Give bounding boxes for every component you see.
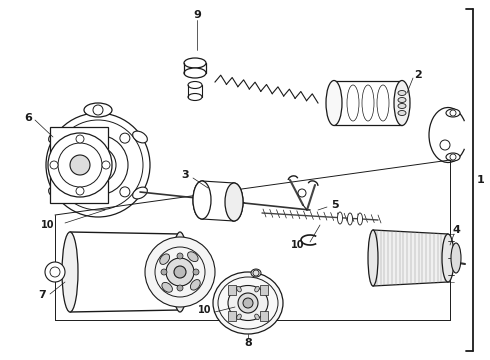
Text: 2: 2 [414, 70, 422, 80]
Ellipse shape [347, 213, 352, 225]
Circle shape [76, 187, 84, 195]
Circle shape [102, 161, 110, 169]
Ellipse shape [255, 314, 259, 320]
Ellipse shape [225, 183, 243, 221]
Ellipse shape [188, 81, 202, 89]
Ellipse shape [49, 187, 63, 199]
Ellipse shape [188, 252, 198, 262]
Circle shape [161, 269, 167, 275]
Ellipse shape [228, 285, 268, 320]
Ellipse shape [184, 58, 206, 68]
Ellipse shape [251, 269, 261, 277]
Ellipse shape [446, 109, 460, 117]
Ellipse shape [368, 230, 378, 286]
Circle shape [46, 113, 150, 217]
Circle shape [70, 155, 90, 175]
Ellipse shape [255, 286, 259, 292]
Circle shape [243, 298, 253, 308]
Circle shape [177, 253, 183, 259]
Polygon shape [202, 181, 234, 221]
Ellipse shape [213, 272, 283, 334]
Ellipse shape [184, 68, 206, 78]
Ellipse shape [225, 183, 243, 221]
Polygon shape [373, 230, 448, 286]
Circle shape [174, 266, 186, 278]
Polygon shape [70, 232, 180, 312]
Ellipse shape [446, 153, 460, 161]
Text: 6: 6 [24, 113, 32, 123]
Ellipse shape [358, 213, 363, 225]
Circle shape [48, 133, 112, 197]
Ellipse shape [84, 103, 112, 117]
Text: 10: 10 [198, 305, 212, 315]
Text: 8: 8 [244, 338, 252, 348]
Polygon shape [50, 127, 108, 203]
Ellipse shape [188, 94, 202, 100]
Text: 7: 7 [38, 290, 46, 300]
Circle shape [450, 154, 456, 160]
Ellipse shape [398, 111, 406, 116]
Text: 10: 10 [291, 240, 305, 250]
Ellipse shape [442, 234, 454, 282]
Ellipse shape [326, 81, 342, 126]
Circle shape [298, 189, 306, 197]
Circle shape [68, 135, 128, 195]
Circle shape [66, 133, 76, 143]
Text: 9: 9 [193, 10, 201, 20]
Circle shape [93, 105, 103, 115]
Ellipse shape [398, 104, 406, 108]
Ellipse shape [451, 243, 461, 273]
Ellipse shape [160, 254, 170, 264]
Circle shape [76, 135, 84, 143]
Ellipse shape [193, 181, 211, 219]
Polygon shape [260, 284, 268, 294]
Ellipse shape [49, 131, 63, 143]
Circle shape [145, 237, 215, 307]
Ellipse shape [191, 280, 200, 290]
Circle shape [238, 293, 258, 313]
Polygon shape [260, 311, 268, 321]
Circle shape [120, 187, 130, 197]
Circle shape [166, 258, 194, 286]
Ellipse shape [394, 81, 410, 126]
Circle shape [440, 140, 450, 150]
Text: 10: 10 [41, 220, 55, 230]
Ellipse shape [398, 98, 406, 103]
Circle shape [66, 187, 76, 197]
Ellipse shape [62, 232, 78, 312]
Ellipse shape [133, 131, 147, 143]
Ellipse shape [237, 286, 241, 292]
Circle shape [177, 285, 183, 291]
Ellipse shape [193, 181, 211, 219]
Polygon shape [334, 81, 402, 125]
Polygon shape [228, 311, 237, 321]
Text: 1: 1 [477, 175, 485, 185]
Polygon shape [228, 284, 237, 294]
Ellipse shape [237, 314, 241, 320]
Circle shape [45, 262, 65, 282]
Ellipse shape [172, 232, 188, 312]
Ellipse shape [338, 212, 343, 224]
Text: 5: 5 [331, 200, 339, 210]
Text: 3: 3 [181, 170, 189, 180]
Circle shape [450, 110, 456, 116]
Circle shape [120, 133, 130, 143]
Ellipse shape [133, 187, 147, 199]
Text: 4: 4 [452, 225, 460, 235]
Circle shape [50, 161, 58, 169]
Circle shape [193, 269, 199, 275]
Ellipse shape [162, 282, 172, 292]
Circle shape [90, 157, 106, 173]
Ellipse shape [398, 90, 406, 95]
